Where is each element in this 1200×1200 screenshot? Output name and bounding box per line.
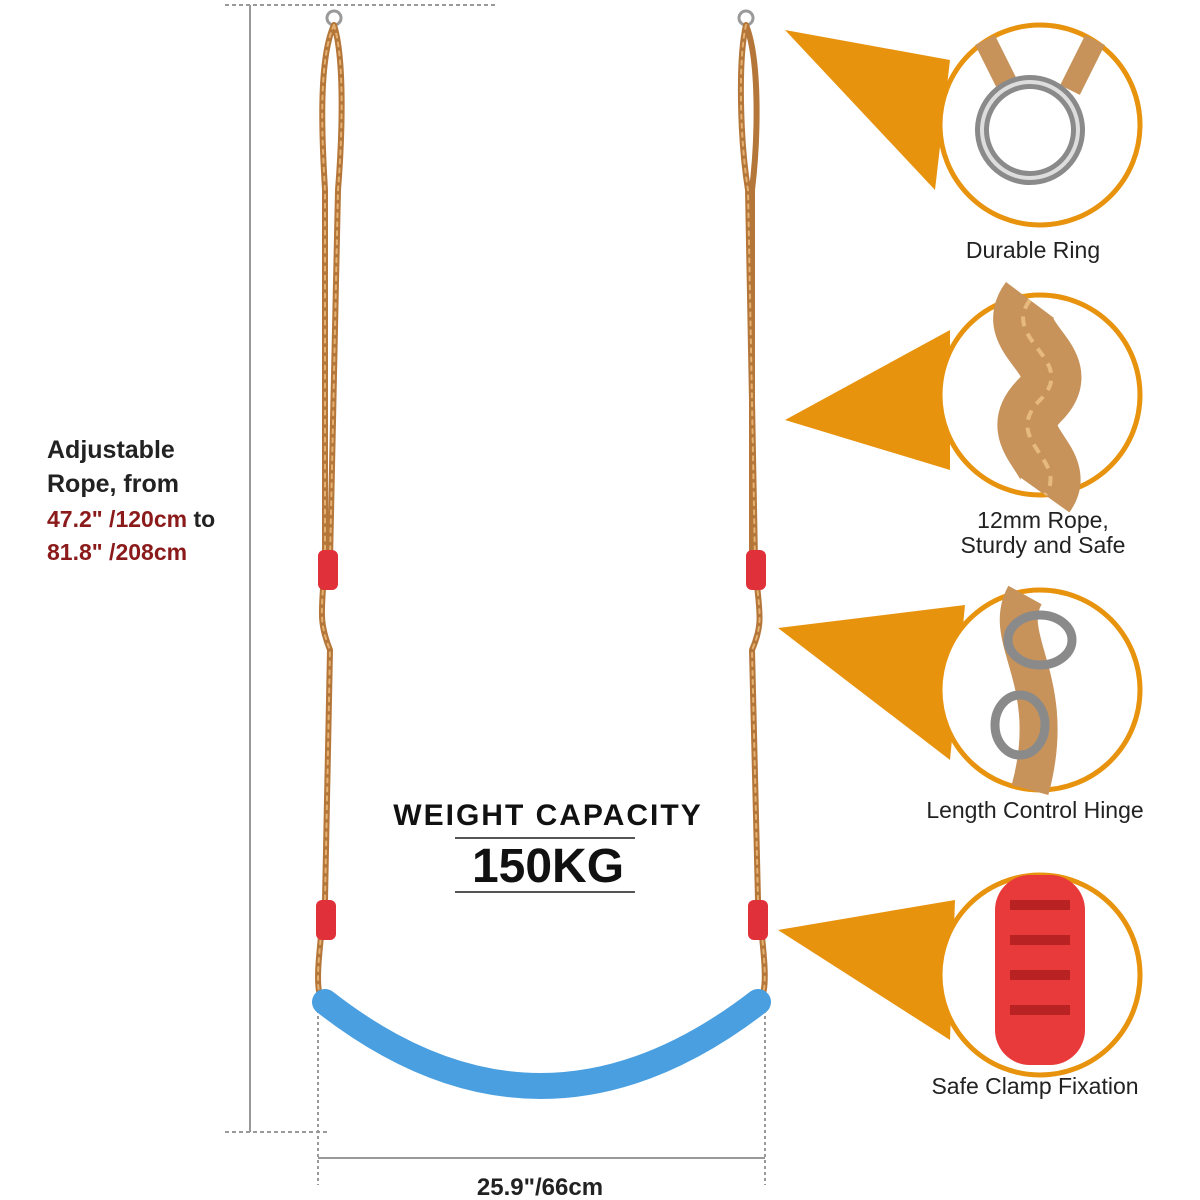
rope-heading: Adjustable [47, 436, 175, 464]
feature-label: Sturdy and Safe [961, 532, 1126, 558]
capacity-label: WEIGHT CAPACITY [393, 799, 702, 832]
seat-width: 25.9"/66cm [477, 1174, 603, 1200]
feature-label: Durable Ring [966, 237, 1100, 263]
ropes [315, 9, 768, 1003]
feature-label: Safe Clamp Fixation [931, 1073, 1138, 1099]
capacity-value: 150KG [472, 840, 624, 893]
feature-callouts [778, 22, 1143, 1078]
rope-clamps [316, 550, 768, 940]
range-max: 81.8" /208cm [47, 539, 187, 565]
rope-range: 47.2" /120cm to [47, 506, 215, 532]
feature-label: Length Control Hinge [926, 797, 1143, 823]
swing-seat [312, 989, 771, 1099]
feature-label: 12mm Rope, [977, 507, 1109, 533]
dimension-lines [225, 4, 766, 1185]
rope-heading: Rope, from [47, 470, 179, 498]
range-connector: to [193, 506, 215, 532]
range-min: 47.2" /120cm [47, 506, 187, 532]
